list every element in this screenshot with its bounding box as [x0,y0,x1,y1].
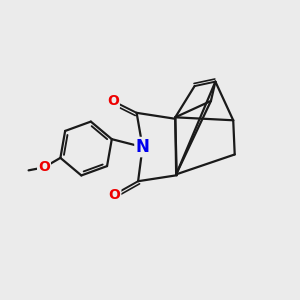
Text: O: O [107,94,119,108]
Text: O: O [38,160,50,174]
Text: O: O [108,188,120,202]
Text: O: O [107,94,119,108]
Text: N: N [136,138,149,156]
Text: N: N [136,138,149,156]
Text: O: O [108,188,120,202]
Text: O: O [38,160,50,174]
